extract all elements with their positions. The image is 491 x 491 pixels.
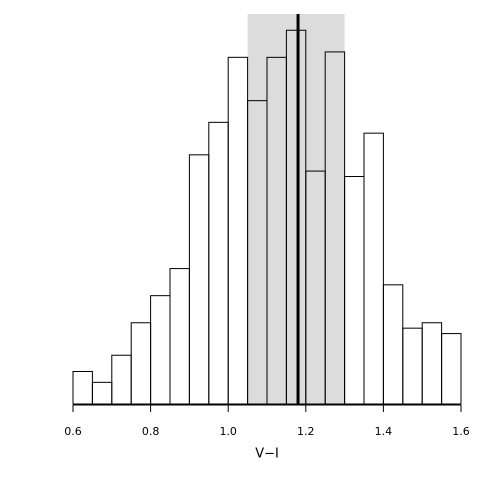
bar <box>111 354 132 405</box>
bar <box>188 154 210 405</box>
x-tick-label: 1.6 <box>452 425 470 438</box>
bar <box>208 121 229 405</box>
bar <box>421 322 443 405</box>
shaded-range <box>247 14 345 404</box>
x-tick-label: 1.0 <box>219 425 237 438</box>
x-tick-label: 0.8 <box>142 425 160 438</box>
bar <box>441 333 462 405</box>
x-axis-label: V−I <box>255 447 279 462</box>
bar <box>227 56 249 405</box>
bar <box>402 327 423 405</box>
bar <box>382 284 404 405</box>
bar <box>72 371 93 405</box>
bar <box>363 132 384 405</box>
bar <box>91 381 113 405</box>
bar <box>130 322 152 405</box>
x-tick-label: 1.2 <box>297 425 315 438</box>
bar <box>169 268 190 405</box>
x-tick-label: 1.4 <box>375 425 393 438</box>
x-tick-label: 0.6 <box>64 425 82 438</box>
bar <box>344 176 365 405</box>
bar <box>150 295 171 405</box>
